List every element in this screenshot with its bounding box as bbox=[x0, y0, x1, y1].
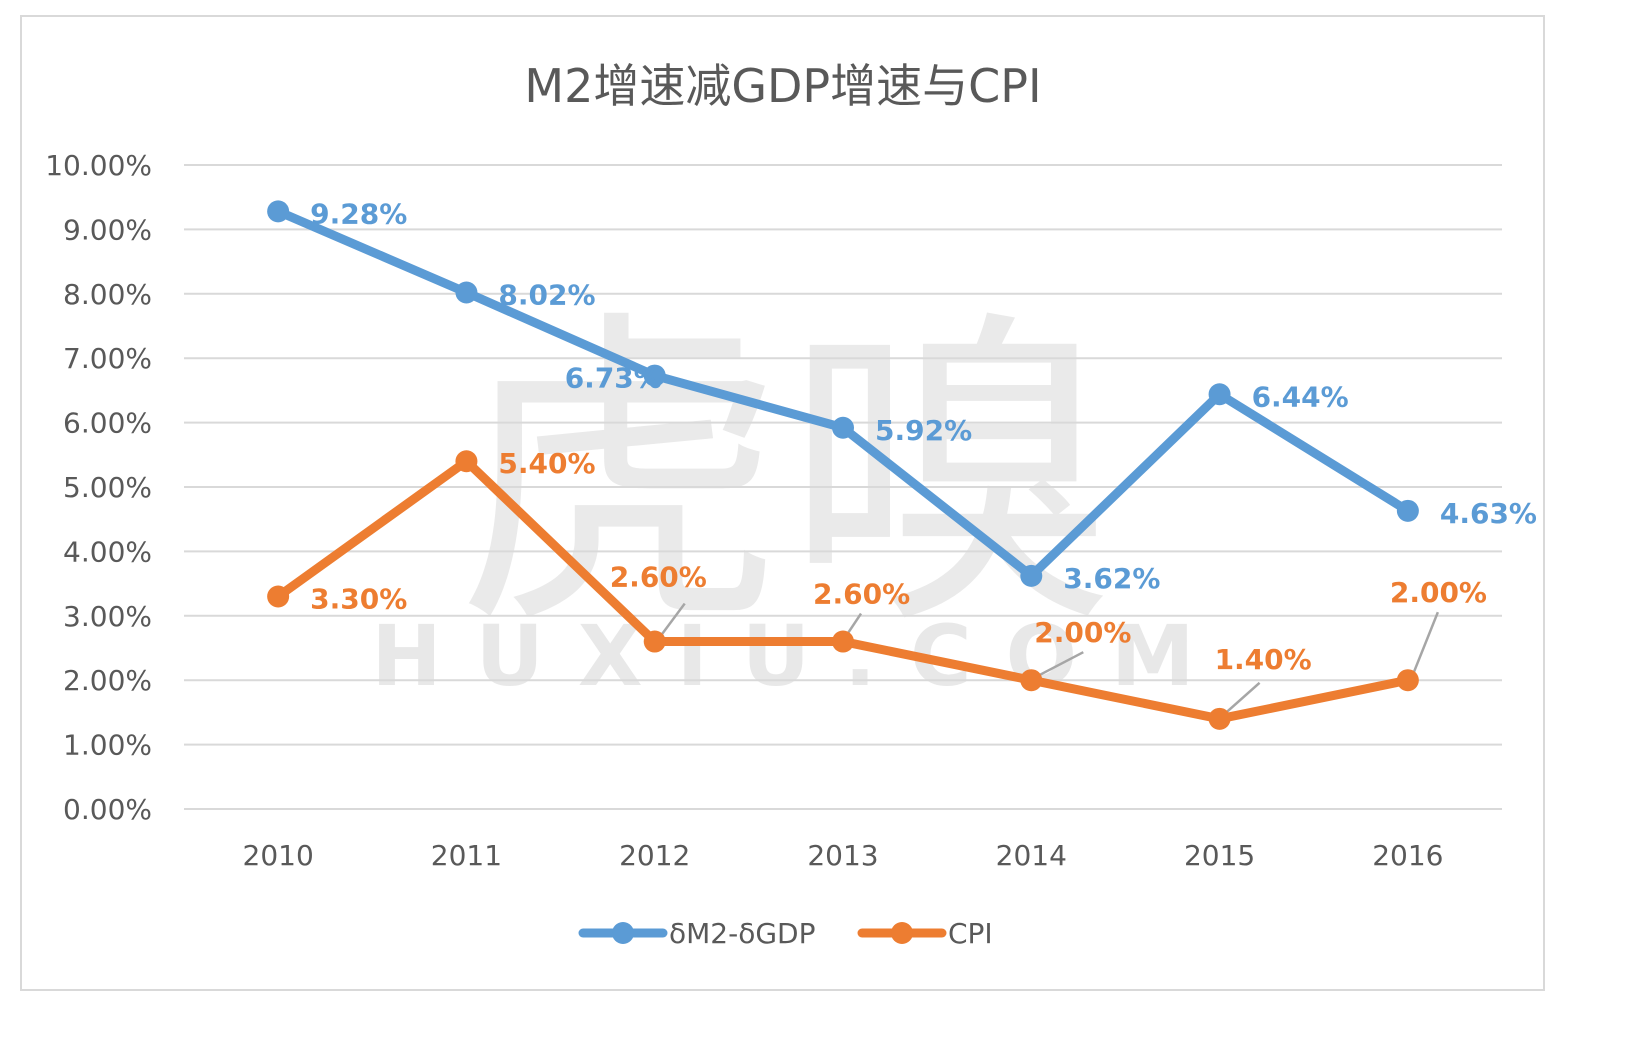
chart-frame bbox=[20, 15, 1545, 991]
leader-line bbox=[1412, 611, 1440, 673]
data-label: 8.02% bbox=[498, 279, 595, 312]
gridlines bbox=[184, 164, 1502, 810]
data-point bbox=[643, 630, 666, 653]
data-point bbox=[455, 450, 478, 473]
data-label: 6.73% bbox=[565, 362, 662, 395]
data-point bbox=[1396, 499, 1419, 522]
data-point bbox=[832, 416, 854, 439]
series-dm2-dgdp: 9.28% 8.02% 6.73% 5.92% 3.62% 6.44% 4.63% bbox=[267, 197, 1537, 595]
data-point bbox=[1020, 669, 1043, 692]
legend-marker-icon bbox=[612, 922, 634, 944]
y-tick-label: 0.00% bbox=[63, 793, 152, 826]
x-tick-label: 2016 bbox=[1372, 839, 1443, 872]
x-tick-label: 2014 bbox=[996, 839, 1067, 872]
y-tick-label: 7.00% bbox=[63, 342, 152, 375]
series-layer: 9.28%8.02%6.73%5.92%3.62%6.44%4.63%3.30%… bbox=[267, 197, 1537, 730]
legend-marker-icon bbox=[891, 922, 913, 944]
data-point bbox=[455, 281, 478, 304]
data-label: 2.00% bbox=[1034, 616, 1131, 649]
x-tick-label: 2011 bbox=[431, 839, 502, 872]
data-label: 6.44% bbox=[1252, 380, 1349, 413]
legend-label: δM2-δGDP bbox=[669, 917, 815, 950]
legend-item: CPI bbox=[857, 917, 993, 950]
x-tick-label: 2015 bbox=[1184, 839, 1255, 872]
data-label: 5.40% bbox=[498, 447, 595, 480]
data-point bbox=[643, 364, 666, 387]
data-label: 5.92% bbox=[875, 414, 972, 447]
data-point bbox=[1208, 707, 1231, 730]
data-label: 1.40% bbox=[1215, 643, 1312, 676]
data-label: 4.63% bbox=[1440, 497, 1537, 530]
y-tick-label: 6.00% bbox=[63, 407, 152, 440]
y-tick-label: 9.00% bbox=[63, 213, 152, 246]
x-tick-label: 2012 bbox=[619, 839, 690, 872]
legend-item: δM2-δGDP bbox=[578, 917, 815, 950]
series-cpi: 3.30% 5.40% 2.60% 2.60% 2.00% 1.40% 2.00% bbox=[267, 447, 1487, 730]
y-tick-label: 2.00% bbox=[63, 664, 152, 697]
leader-line bbox=[657, 602, 686, 640]
watermark-cn: 虎嗅 bbox=[455, 284, 1115, 668]
x-tick-label: 2013 bbox=[807, 839, 878, 872]
data-point bbox=[1208, 383, 1231, 406]
data-label: 2.00% bbox=[1390, 576, 1487, 609]
legend-label: CPI bbox=[948, 917, 993, 950]
y-tick-label: 10.00% bbox=[45, 149, 152, 182]
y-tick-label: 3.00% bbox=[63, 600, 152, 633]
y-tick-label: 8.00% bbox=[63, 278, 152, 311]
x-tick-label: 2010 bbox=[243, 839, 314, 872]
data-point bbox=[267, 200, 290, 223]
x-axis: 2010 2011 2012 2013 2014 2015 2016 bbox=[243, 839, 1444, 872]
data-label: 3.30% bbox=[310, 582, 407, 615]
data-point bbox=[1396, 669, 1419, 692]
data-point bbox=[267, 585, 290, 608]
data-label: 2.60% bbox=[813, 578, 910, 611]
y-tick-label: 1.00% bbox=[63, 729, 152, 762]
data-point bbox=[832, 630, 854, 653]
y-axis: 0.00% 1.00% 2.00% 3.00% 4.00% 5.00% 6.00% 7.00%… bbox=[45, 149, 152, 826]
leader-line bbox=[1036, 651, 1084, 678]
data-label: 2.60% bbox=[610, 561, 707, 594]
legend: δM2-δGDP CPI bbox=[578, 917, 993, 950]
y-tick-label: 5.00% bbox=[63, 471, 152, 504]
chart-title: M2增速减GDP增速与CPI bbox=[524, 59, 1041, 113]
data-label: 3.62% bbox=[1063, 562, 1160, 595]
data-point bbox=[1020, 564, 1043, 587]
data-label: 9.28% bbox=[310, 197, 407, 230]
y-tick-label: 4.00% bbox=[63, 535, 152, 568]
leader-line bbox=[1222, 681, 1261, 716]
